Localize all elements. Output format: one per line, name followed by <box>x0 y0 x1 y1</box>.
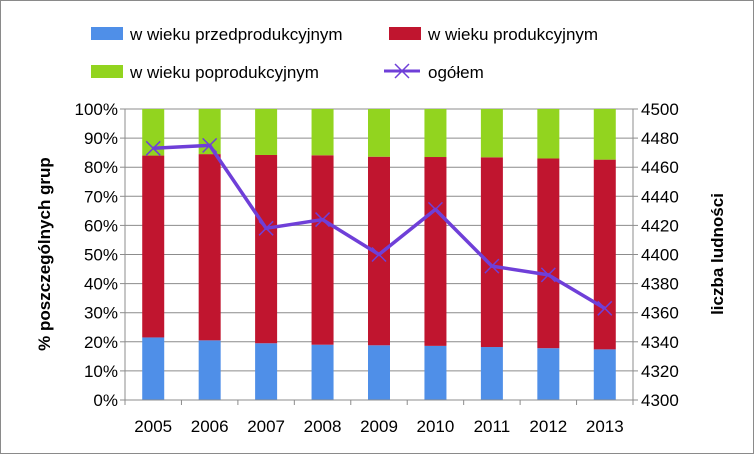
bar-segment-2 <box>424 109 447 158</box>
x-tick-label: 2013 <box>586 417 624 436</box>
y-tick-label: 10% <box>84 362 118 381</box>
y2-tick-label: 4360 <box>641 304 679 323</box>
legend-label-produkcyjny: w wieku produkcyjnym <box>427 25 598 44</box>
y2-tick-label: 4400 <box>641 246 679 265</box>
y-tick-label: 100% <box>75 100 118 119</box>
legend-label-poprodukcyjny: w wieku poprodukcyjnym <box>129 63 319 82</box>
legend-item-produkcyjny: w wieku produkcyjnym <box>389 25 598 44</box>
legend-item-ogolem: ogółem <box>384 63 484 82</box>
y2-tick-label: 4320 <box>641 362 679 381</box>
y-tick-label: 40% <box>84 275 118 294</box>
bar-segment-0 <box>255 343 278 400</box>
total-population-point <box>258 220 274 236</box>
bar-segment-1 <box>480 157 503 348</box>
bar-segment-1 <box>255 154 278 344</box>
y2-tick-label: 4340 <box>641 333 679 352</box>
x-tick-label: 2011 <box>474 417 511 436</box>
x-tick-label: 2012 <box>529 417 567 436</box>
bar-segment-2 <box>142 109 165 156</box>
bar-segment-0 <box>593 349 616 400</box>
bar-segment-1 <box>142 155 165 338</box>
bar-segment-0 <box>480 347 503 400</box>
x-tick-label: 2006 <box>191 417 229 436</box>
x-tick-label: 2007 <box>247 417 285 436</box>
total-population-point <box>540 267 556 283</box>
y-tick-label: 20% <box>84 333 118 352</box>
x-tick-label: 2009 <box>360 417 398 436</box>
x-tick-label: 2010 <box>417 417 455 436</box>
y2-tick-label: 4500 <box>641 100 679 119</box>
x-axis-ticks: 2005 2006 2007 2008 2009 2010 2011 2012 2013 <box>124 400 634 436</box>
bar-segment-1 <box>424 157 447 346</box>
x-tick-label: 2008 <box>304 417 342 436</box>
bar-segment-2 <box>368 109 390 157</box>
legend-swatch-produkcyjny <box>389 27 421 40</box>
bar-segment-1 <box>311 155 334 345</box>
bar-segment-2 <box>537 109 560 159</box>
legend-label-przedprodukcyjny: w wieku przedprodukcyjnym <box>129 25 343 44</box>
bar-segment-0 <box>311 344 334 400</box>
bar-segment-2 <box>480 109 503 158</box>
y-tick-label: 80% <box>84 158 118 177</box>
legend-swatch-poprodukcyjny <box>91 65 123 78</box>
y2-axis-title: liczba ludności <box>708 193 727 315</box>
y-tick-label: 50% <box>84 246 118 265</box>
bar-segment-1 <box>368 156 390 346</box>
total-population-point <box>427 201 443 217</box>
bar-segment-0 <box>198 340 221 400</box>
x-tick-label: 2005 <box>134 417 172 436</box>
bar-segment-0 <box>368 345 390 400</box>
y2-tick-label: 4300 <box>641 391 679 410</box>
bar-segment-1 <box>198 154 221 341</box>
legend-label-ogolem: ogółem <box>428 63 484 82</box>
y2-axis-ticks: 4300 4320 4340 4360 4380 4400 4420 4440 4460 4480… <box>633 100 679 410</box>
y-tick-label: 60% <box>84 216 118 235</box>
legend-item-poprodukcyjny: w wieku poprodukcyjnym <box>91 63 319 82</box>
total-population-point <box>145 140 161 156</box>
y2-tick-label: 4460 <box>641 158 679 177</box>
total-population-point <box>484 258 500 274</box>
bar-segment-2 <box>311 109 334 156</box>
bar-segment-2 <box>593 109 616 160</box>
bar-segment-1 <box>593 159 616 350</box>
total-population-point <box>371 246 387 263</box>
y-tick-label: 70% <box>84 187 118 206</box>
legend-marker-ogolem <box>394 63 410 79</box>
bar-segment-0 <box>537 348 560 400</box>
y2-tick-label: 4480 <box>641 129 679 148</box>
legend: w wieku przedprodukcyjnym w wieku produk… <box>91 25 598 82</box>
y-tick-label: 90% <box>84 129 118 148</box>
bar-segment-1 <box>537 158 560 349</box>
total-population-line <box>145 137 613 316</box>
total-population-point <box>597 300 613 316</box>
y-axis-title: % poszczególnych grup <box>35 157 54 351</box>
bar-segment-0 <box>424 345 447 400</box>
y2-tick-label: 4420 <box>641 216 679 235</box>
legend-swatch-przedprodukcyjny <box>91 27 123 40</box>
total-population-point <box>202 137 218 153</box>
bar-segment-2 <box>255 109 278 155</box>
bar-segment-0 <box>142 337 165 400</box>
y2-tick-label: 4380 <box>641 275 679 294</box>
bar-segment-2 <box>198 109 221 155</box>
y2-tick-label: 4440 <box>641 187 679 206</box>
y-tick-label: 0% <box>93 391 118 410</box>
legend-item-przedprodukcyjny: w wieku przedprodukcyjnym <box>91 25 343 44</box>
y-tick-label: 30% <box>84 304 118 323</box>
total-population-point <box>315 212 331 228</box>
y-axis-ticks: 0% 10% 20% 30% 40% 50% 60% 70% 80% 90% 100% <box>75 100 125 410</box>
